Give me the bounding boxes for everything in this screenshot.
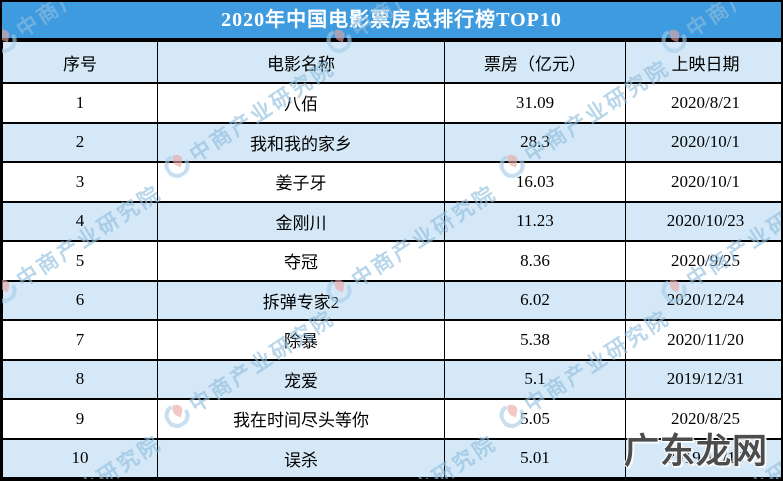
table-cell-movie-name: 除暴: [157, 319, 445, 361]
table-cell-movie-name: 宠爱: [157, 358, 445, 400]
table-cell-box-office: 5.38: [444, 319, 626, 361]
column-header-movie-name: 电影名称: [157, 40, 445, 84]
table-cell-box-office: 28.3: [444, 121, 626, 163]
table-cell-release-date: 2019/12/13: [625, 437, 781, 479]
table-cell-movie-name: 拆弹专家2: [157, 279, 445, 321]
table-cell-release-date: 2020/12/24: [625, 279, 781, 321]
table-cell-release-date: 2020/8/25: [625, 398, 781, 440]
column-header-release-date: 上映日期: [625, 40, 781, 84]
table-cell-rank: 6: [2, 279, 158, 321]
table-cell-box-office: 5.1: [444, 358, 626, 400]
table-cell-movie-name: 夺冠: [157, 240, 445, 282]
table-cell-rank: 3: [2, 161, 158, 203]
table-cell-movie-name: 我和我的家乡: [157, 121, 445, 163]
table-cell-movie-name: 八佰: [157, 82, 445, 124]
box-office-table: 序号 电影名称 票房（亿元） 上映日期 1 八佰 31.09 2020/8/21 2 我和…: [2, 40, 781, 479]
table-cell-release-date: 2020/8/21: [625, 82, 781, 124]
table-cell-rank: 2: [2, 121, 158, 163]
table-row: 1 八佰 31.09 2020/8/21: [2, 82, 781, 124]
column-header-rank: 序号: [2, 40, 158, 84]
table-cell-release-date: 2020/9/25: [625, 240, 781, 282]
table-row: 9 我在时间尽头等你 5.05 2020/8/25: [2, 398, 781, 440]
table-cell-rank: 7: [2, 319, 158, 361]
table-cell-rank: 5: [2, 240, 158, 282]
table-row: 5 夺冠 8.36 2020/9/25: [2, 240, 781, 282]
table-cell-release-date: 2020/10/1: [625, 161, 781, 203]
table-row: 2 我和我的家乡 28.3 2020/10/1: [2, 121, 781, 163]
table-row: 10 误杀 5.01 2019/12/13: [2, 437, 781, 479]
table-cell-box-office: 5.01: [444, 437, 626, 479]
table-cell-box-office: 6.02: [444, 279, 626, 321]
table-row: 4 金刚川 11.23 2020/10/23: [2, 200, 781, 242]
table-cell-box-office: 31.09: [444, 82, 626, 124]
table-cell-movie-name: 姜子牙: [157, 161, 445, 203]
table-cell-box-office: 11.23: [444, 200, 626, 242]
table-cell-movie-name: 金刚川: [157, 200, 445, 242]
page-title: 2020年中国电影票房总排行榜TOP10: [2, 2, 781, 40]
table-cell-rank: 9: [2, 398, 158, 440]
table-row: 7 除暴 5.38 2020/11/20: [2, 319, 781, 361]
header-row: 序号 电影名称 票房（亿元） 上映日期: [2, 40, 781, 84]
table-cell-rank: 1: [2, 82, 158, 124]
table-row: 6 拆弹专家2 6.02 2020/12/24: [2, 279, 781, 321]
table-cell-release-date: 2019/12/31: [625, 358, 781, 400]
table-cell-box-office: 8.36: [444, 240, 626, 282]
table-cell-release-date: 2020/10/23: [625, 200, 781, 242]
column-header-box-office: 票房（亿元）: [444, 40, 626, 84]
table-row: 3 姜子牙 16.03 2020/10/1: [2, 161, 781, 203]
table-cell-movie-name: 我在时间尽头等你: [157, 398, 445, 440]
table-row: 8 宠爱 5.1 2019/12/31: [2, 358, 781, 400]
table-cell-release-date: 2020/11/20: [625, 319, 781, 361]
table-cell-box-office: 16.03: [444, 161, 626, 203]
table-cell-rank: 10: [2, 437, 158, 479]
table-cell-release-date: 2020/10/1: [625, 121, 781, 163]
table-cell-box-office: 5.05: [444, 398, 626, 440]
table-cell-movie-name: 误杀: [157, 437, 445, 479]
table-cell-rank: 4: [2, 200, 158, 242]
table-cell-rank: 8: [2, 358, 158, 400]
